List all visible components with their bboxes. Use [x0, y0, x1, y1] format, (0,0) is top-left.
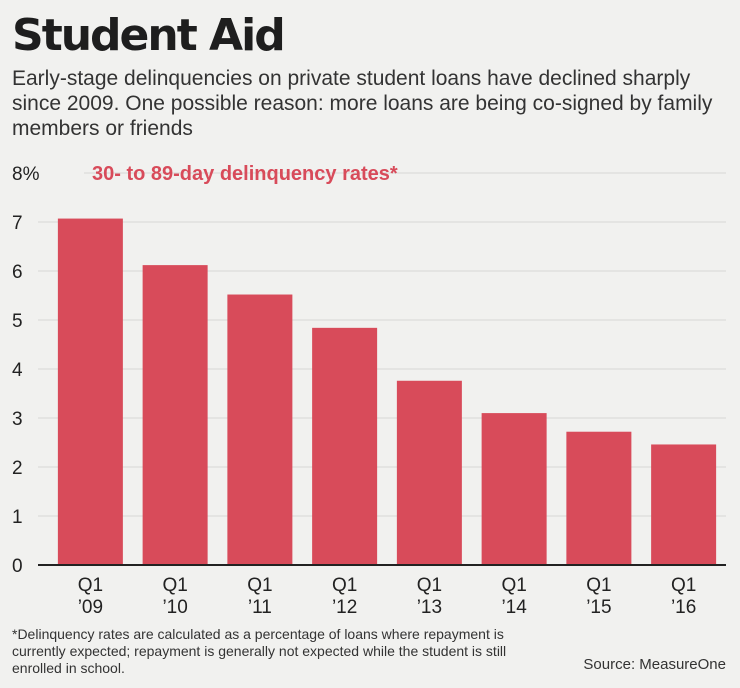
x-tick-label: ’14: [501, 597, 527, 618]
bar: [57, 218, 123, 565]
chart-footnote: *Delinquency rates are calculated as a p…: [12, 626, 507, 676]
bar: [396, 380, 462, 565]
x-tick-label: ’09: [78, 597, 103, 618]
x-tick-label: ’15: [586, 597, 611, 618]
x-tick-label: ’11: [248, 597, 272, 618]
y-tick-label: 1: [12, 507, 23, 528]
y-tick-label: 3: [12, 409, 23, 430]
y-tick-label: 0: [12, 556, 23, 577]
x-tick-label: ’10: [162, 597, 187, 618]
x-tick-label: ’16: [671, 597, 696, 618]
series-label: 30- to 89-day delinquency rates*: [92, 163, 398, 185]
y-tick-label: 2: [12, 458, 23, 479]
y-tick-label: 8%: [12, 164, 40, 185]
x-tick-label: Q1: [671, 575, 696, 596]
bar-chart: 0 1 2 3 4 5 6 7 8% 30- to 89-day delinquency rate…: [12, 163, 726, 618]
x-tick-label: Q1: [501, 575, 526, 596]
bar: [651, 444, 717, 565]
bar: [227, 294, 293, 565]
y-tick-label: 4: [12, 360, 23, 381]
chart-source: Source: MeasureOne: [583, 656, 726, 673]
bar: [481, 413, 547, 565]
y-tick-label: 6: [12, 262, 23, 283]
bar: [312, 327, 378, 565]
bar: [566, 431, 632, 565]
x-tick-label: Q1: [78, 575, 103, 596]
y-tick-label: 7: [12, 213, 23, 234]
x-tick-label: ’12: [332, 597, 357, 618]
x-tick-label: Q1: [247, 575, 272, 596]
chart-subtitle: Early-stage delinquencies on private stu…: [12, 67, 713, 140]
chart-title: Student Aid: [12, 10, 286, 61]
x-tick-label: ’13: [417, 597, 442, 618]
x-tick-label: Q1: [417, 575, 442, 596]
y-tick-label: 5: [12, 311, 23, 332]
x-tick-label: Q1: [162, 575, 187, 596]
bar: [142, 265, 208, 565]
x-tick-label: Q1: [332, 575, 357, 596]
x-tick-label: Q1: [586, 575, 611, 596]
